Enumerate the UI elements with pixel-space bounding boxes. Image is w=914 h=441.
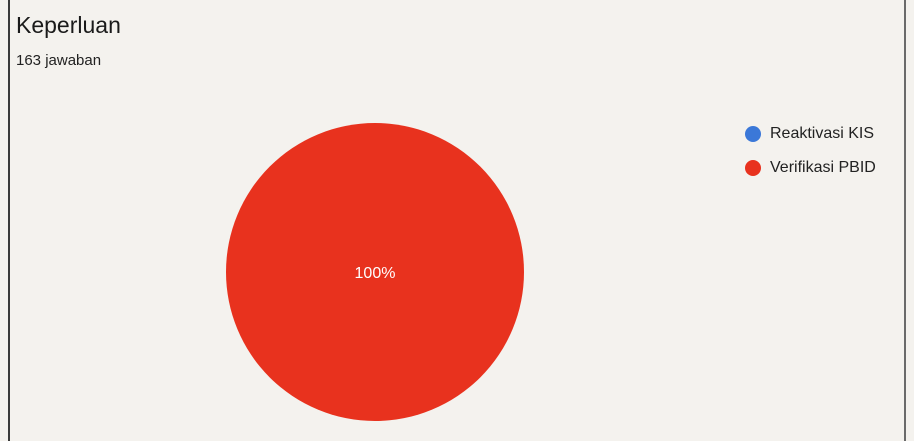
pie-slice-verifikasi-pbid[interactable] — [226, 123, 524, 421]
chart-title: Keperluan — [16, 12, 121, 38]
chart-card — [8, 0, 906, 441]
legend-item-verifikasi-pbid[interactable]: Verifikasi PBID — [745, 158, 876, 178]
response-count: 163 jawaban — [16, 52, 102, 69]
legend-label-verifikasi-pbid: Verifikasi PBID — [770, 159, 876, 176]
legend-item-reaktivasi-kis[interactable]: Reaktivasi KIS — [745, 124, 876, 144]
legend-swatch-verifikasi-pbid — [745, 160, 761, 176]
legend-swatch-reaktivasi-kis — [745, 126, 761, 142]
pie-label-verifikasi-pbid: 100% — [355, 265, 396, 282]
legend: Reaktivasi KIS Verifikasi PBID — [745, 124, 876, 192]
legend-label-reaktivasi-kis: Reaktivasi KIS — [770, 125, 875, 142]
